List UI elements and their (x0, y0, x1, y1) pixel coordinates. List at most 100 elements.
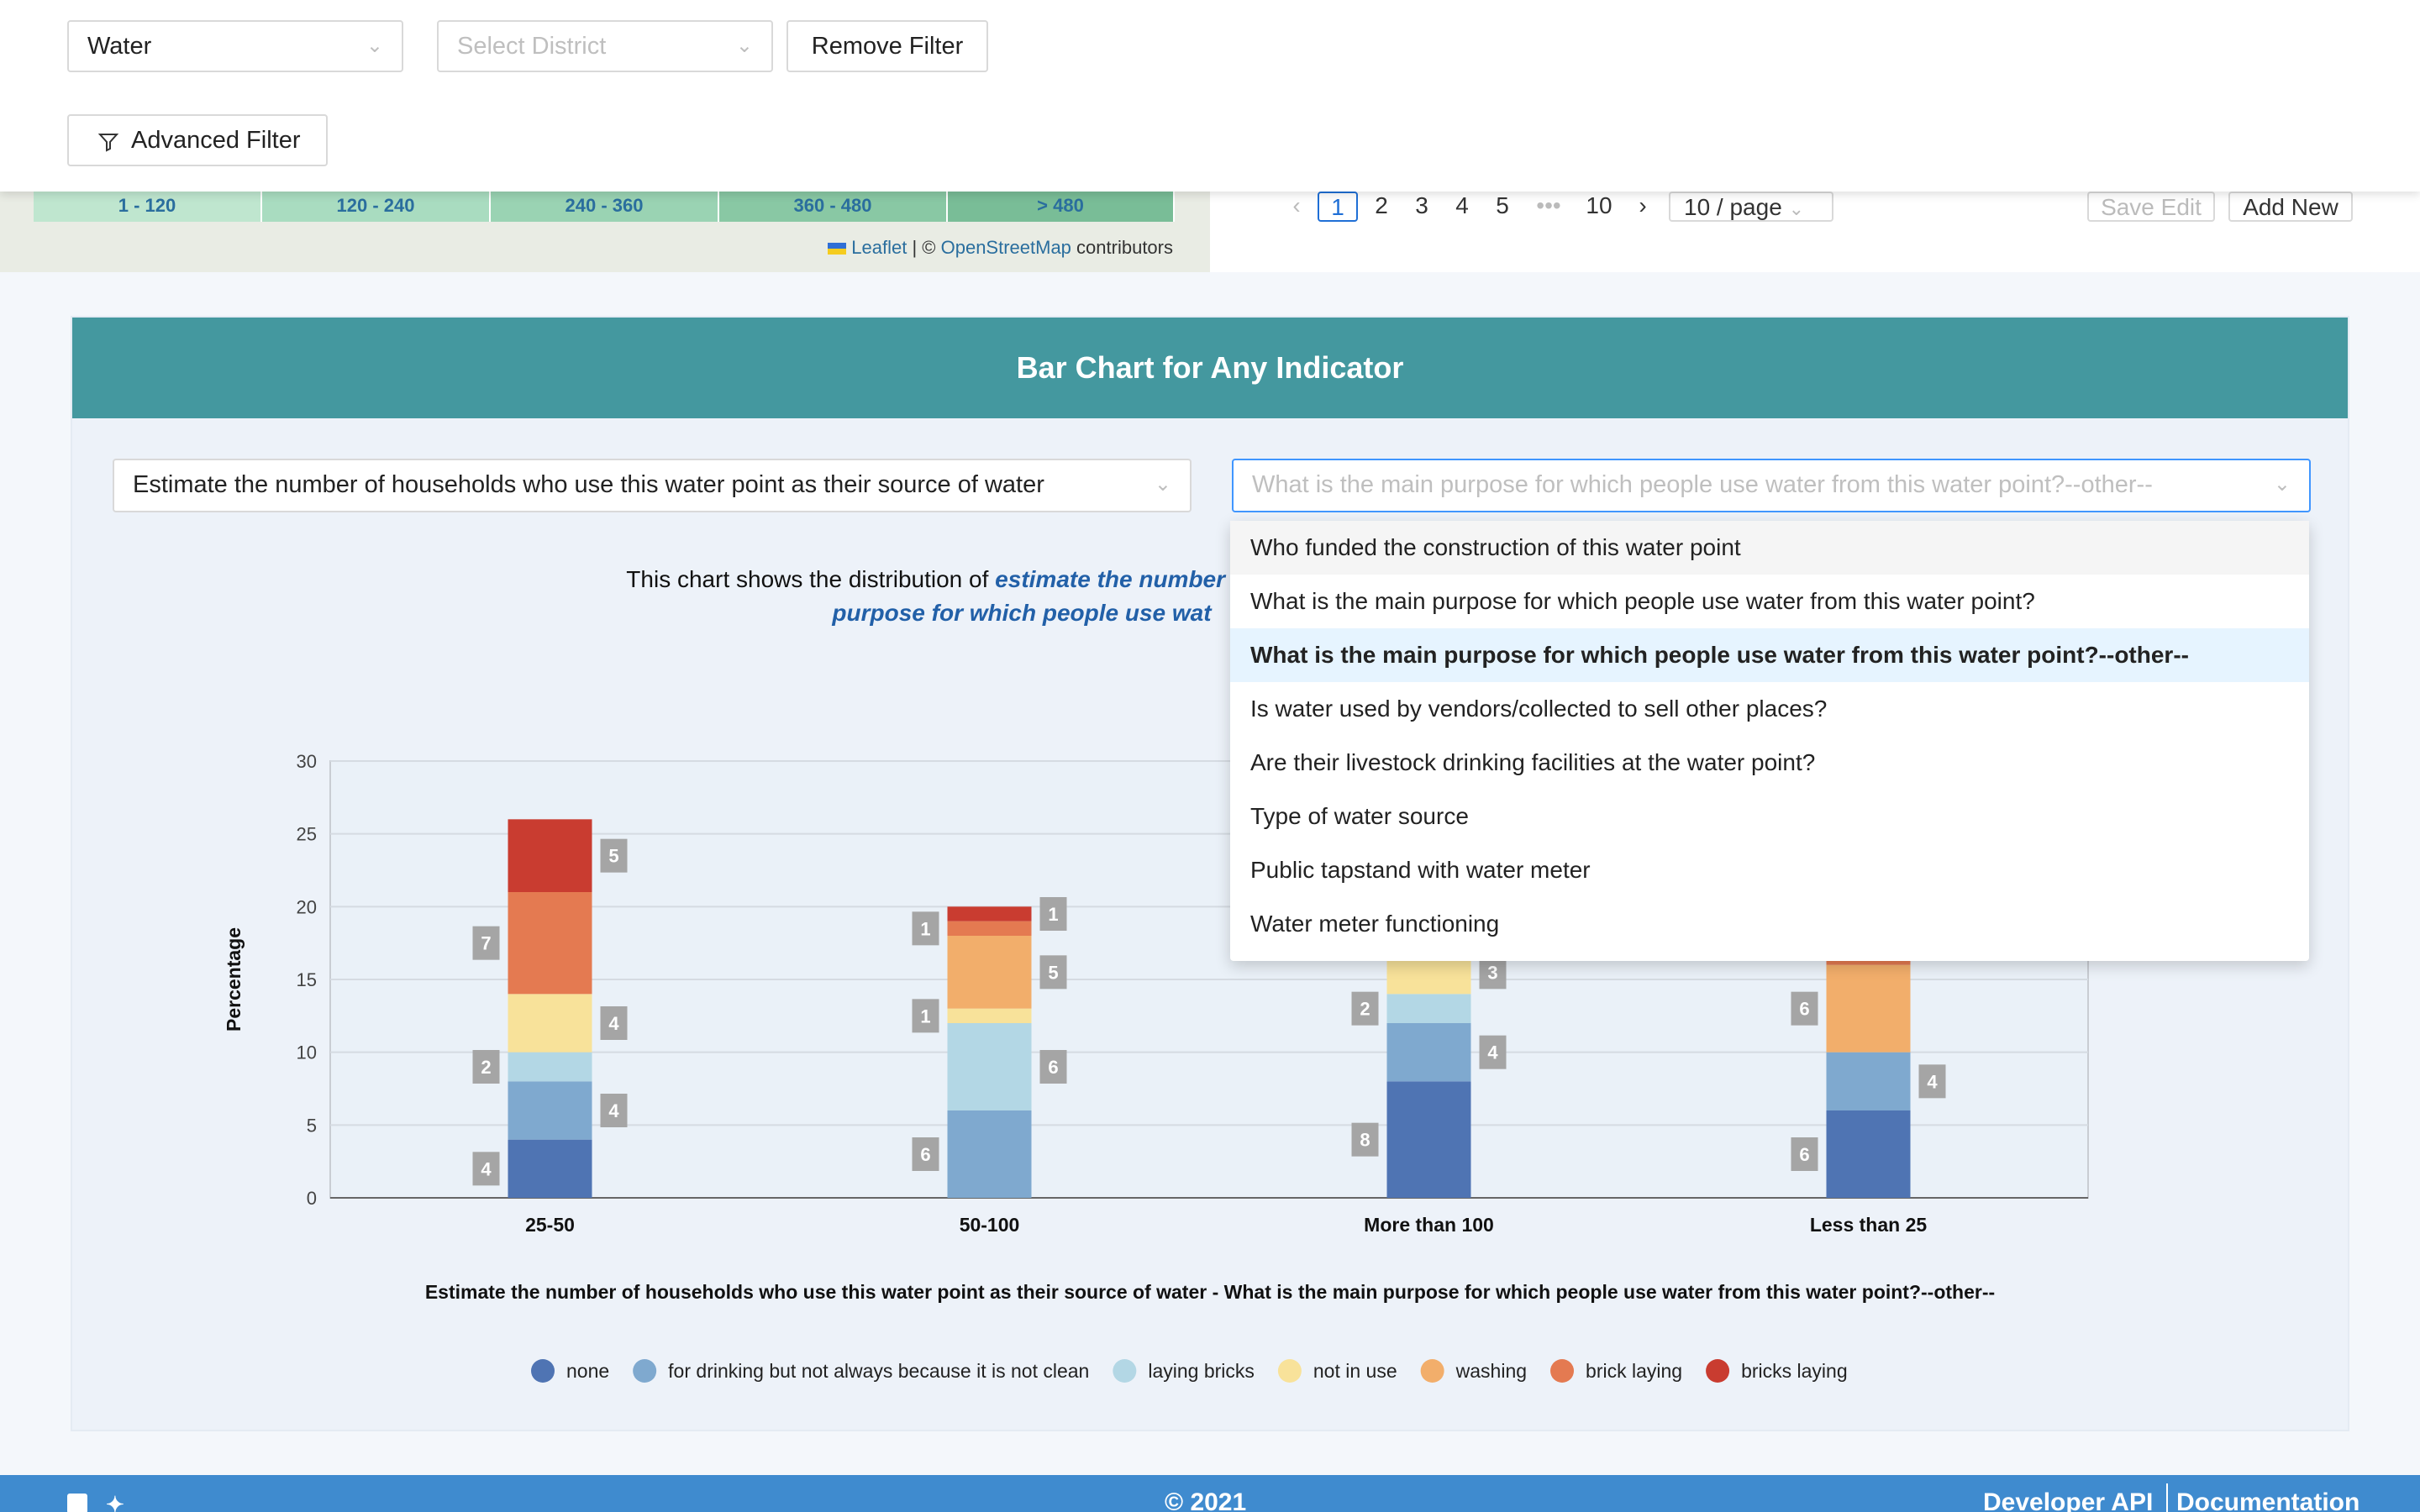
y-axis-label: Percentage (223, 927, 245, 1032)
x-tick-label: More than 100 (1364, 1214, 1494, 1236)
dropdown-option[interactable]: Are their livestock drinking facilities … (1250, 749, 1816, 775)
y-tick-label: 25 (297, 824, 317, 845)
data-label-box (1351, 1122, 1379, 1157)
remove-filter-button[interactable]: Remove Filter (786, 20, 988, 72)
twitter-icon[interactable]: ✦ (106, 1492, 124, 1512)
indicator-x-select[interactable]: Estimate the number of households who us… (113, 459, 1192, 512)
data-label: 5 (608, 846, 618, 867)
chevron-down-icon: ⌄ (366, 34, 383, 57)
desc-indicator-y: purpose for which people use wat (832, 600, 1212, 626)
prev-page-icon[interactable]: ‹ (1292, 192, 1301, 218)
data-label-box (912, 911, 939, 946)
data-label: 4 (608, 1013, 619, 1034)
dropdown-option[interactable]: Is water used by vendors/collected to se… (1250, 696, 1828, 722)
leaflet-link[interactable]: Leaflet (851, 237, 908, 258)
category-value: Water (87, 33, 152, 60)
y-tick-label: 0 (307, 1188, 317, 1209)
legend-marker[interactable] (1277, 1359, 1302, 1383)
page-2[interactable]: 2 (1375, 192, 1388, 218)
page-3[interactable]: 3 (1415, 192, 1428, 218)
dropdown-option[interactable]: Who funded the construction of this wate… (1230, 521, 2309, 575)
page-1[interactable]: 1 (1318, 192, 1358, 222)
dropdown-option-selected[interactable]: What is the main purpose for which peopl… (1230, 628, 2309, 682)
legend-marker[interactable] (1420, 1359, 1444, 1383)
dropdown-option[interactable]: Water meter functioning (1250, 911, 1500, 937)
legend-label: none (566, 1360, 609, 1382)
data-label: 1 (920, 1005, 930, 1026)
data-label-box (1791, 991, 1818, 1026)
legend-label: for drinking but not always because it i… (668, 1360, 1089, 1382)
indicator-y-select[interactable]: What is the main purpose for which peopl… (1232, 459, 2311, 512)
bar-segment (947, 1008, 1032, 1023)
data-label: 6 (1048, 1057, 1058, 1078)
save-edit-button[interactable]: Save Edit (2087, 192, 2215, 222)
map-legend-item: 240 - 360 (491, 192, 719, 222)
y-tick-label: 10 (297, 1042, 317, 1063)
add-new-button[interactable]: Add New (2228, 192, 2353, 222)
y-tick-label: 20 (297, 896, 317, 917)
indicator-x-value: Estimate the number of households who us… (133, 471, 1044, 498)
y-tick-label: 15 (297, 969, 317, 990)
desc-prefix: This chart shows the distribution of (626, 566, 989, 592)
bar-segment (508, 1139, 592, 1198)
legend-marker[interactable] (633, 1359, 657, 1383)
facebook-icon[interactable] (67, 1494, 87, 1512)
y-tick-label: 5 (307, 1115, 317, 1136)
data-label: 3 (1487, 962, 1497, 983)
legend-marker[interactable] (531, 1359, 555, 1383)
developer-api-link[interactable]: Developer API (1983, 1488, 2154, 1512)
page-5[interactable]: 5 (1496, 192, 1509, 218)
map-legend-item: 1 - 120 (34, 192, 262, 222)
y-tick-label: 30 (297, 751, 317, 772)
legend-label: laying bricks (1148, 1360, 1255, 1382)
data-label-box (472, 1050, 500, 1084)
bar-segment (1826, 958, 1911, 965)
map-attribution: Leaflet | © OpenStreetMap contributors (828, 237, 1173, 259)
documentation-link[interactable]: Documentation (2176, 1488, 2360, 1512)
legend-marker[interactable] (1706, 1359, 1730, 1383)
bar-segment (1386, 994, 1471, 1023)
footer-divider (2166, 1483, 2168, 1512)
bar-segment (508, 819, 592, 892)
data-label: 4 (1927, 1071, 1938, 1092)
osm-link[interactable]: OpenStreetMap (940, 237, 1071, 258)
page-ellipsis[interactable]: ••• (1536, 192, 1561, 218)
data-label-box (600, 1006, 628, 1040)
advanced-filter-button[interactable]: Advanced Filter (67, 114, 328, 166)
page-size-select[interactable]: 10 / page ⌄ (1669, 192, 1833, 222)
legend-label: not in use (1313, 1360, 1397, 1382)
data-label: 6 (1799, 1144, 1809, 1165)
x-tick-label: 25-50 (525, 1214, 575, 1236)
data-label-box (1918, 1064, 1946, 1099)
data-label-box (1479, 1035, 1507, 1069)
attribution-sep: | © (912, 237, 936, 258)
bar-segment (1386, 1023, 1471, 1082)
data-label-box (1039, 955, 1067, 990)
map-legend-item: 360 - 480 (719, 192, 948, 222)
bar-segment (508, 892, 592, 995)
district-select[interactable]: Select District ⌄ (437, 20, 773, 72)
data-label: 4 (481, 1158, 492, 1179)
dropdown-option[interactable]: What is the main purpose for which peopl… (1250, 588, 2035, 614)
data-label: 2 (1360, 999, 1370, 1020)
attribution-tail: contributors (1076, 237, 1173, 258)
bar-segment (508, 994, 592, 1053)
legend-marker[interactable] (1113, 1359, 1137, 1383)
category-select[interactable]: Water ⌄ (67, 20, 403, 72)
data-label-box (472, 926, 500, 960)
copyright: © 2021 (1165, 1488, 1247, 1512)
legend-marker[interactable] (1550, 1359, 1575, 1383)
next-page-icon[interactable]: › (1639, 192, 1647, 218)
page-10[interactable]: 10 (1586, 192, 1612, 218)
data-label-box (1351, 991, 1379, 1026)
data-label: 1 (920, 918, 930, 939)
dropdown-option[interactable]: Public tapstand with water meter (1250, 857, 1591, 883)
bar-segment (947, 1023, 1032, 1110)
chevron-down-icon: ⌄ (735, 34, 753, 57)
page-4[interactable]: 4 (1455, 192, 1469, 218)
legend-label: bricks laying (1741, 1360, 1848, 1382)
dropdown-option[interactable]: Type of water source (1250, 803, 1469, 829)
bar-segment (1826, 1052, 1911, 1110)
bar-segment (508, 1052, 592, 1082)
map-strip[interactable]: 1 - 120 120 - 240 240 - 360 360 - 480 > … (0, 192, 1210, 272)
